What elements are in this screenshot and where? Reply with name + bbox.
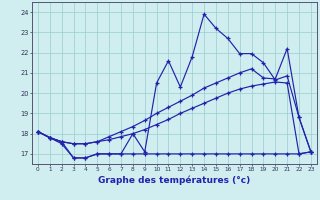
X-axis label: Graphe des températures (°c): Graphe des températures (°c) bbox=[98, 175, 251, 185]
